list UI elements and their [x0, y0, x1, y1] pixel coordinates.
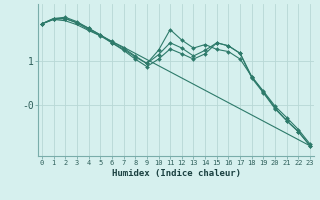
X-axis label: Humidex (Indice chaleur): Humidex (Indice chaleur) [111, 169, 241, 178]
